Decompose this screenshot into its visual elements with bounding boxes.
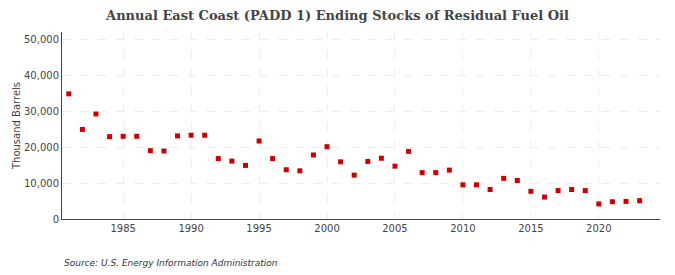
svg-text:30,000: 30,000 xyxy=(24,106,59,117)
svg-text:Annual East Coast (PADD 1) End: Annual East Coast (PADD 1) Ending Stocks… xyxy=(105,8,569,23)
svg-text:2010: 2010 xyxy=(450,223,475,234)
svg-text:0: 0 xyxy=(53,214,59,225)
svg-text:1990: 1990 xyxy=(178,223,203,234)
svg-text:10,000: 10,000 xyxy=(24,178,59,189)
svg-text:1985: 1985 xyxy=(110,223,135,234)
svg-text:1995: 1995 xyxy=(246,223,271,234)
svg-text:2020: 2020 xyxy=(586,223,611,234)
svg-text:40,000: 40,000 xyxy=(24,70,59,81)
svg-text:Thousand Barrels: Thousand Barrels xyxy=(11,82,22,170)
svg-text:Source: U.S. Energy Informatio: Source: U.S. Energy Information Administ… xyxy=(64,258,278,268)
svg-text:50,000: 50,000 xyxy=(24,34,59,45)
svg-text:2005: 2005 xyxy=(382,223,407,234)
svg-text:2000: 2000 xyxy=(314,223,339,234)
svg-text:20,000: 20,000 xyxy=(24,142,59,153)
svg-text:2015: 2015 xyxy=(518,223,543,234)
